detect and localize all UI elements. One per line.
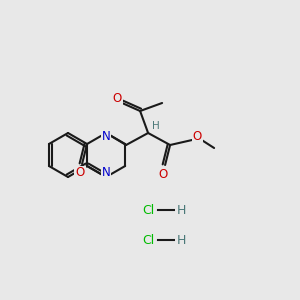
- Text: O: O: [75, 167, 85, 179]
- Text: H: H: [152, 121, 160, 131]
- Text: Cl: Cl: [142, 233, 154, 247]
- Text: Cl: Cl: [142, 203, 154, 217]
- Text: H: H: [176, 203, 186, 217]
- Text: O: O: [158, 167, 168, 181]
- Text: O: O: [112, 92, 122, 104]
- Text: N: N: [102, 167, 110, 179]
- Text: N: N: [102, 130, 110, 143]
- Text: O: O: [193, 130, 202, 143]
- Text: H: H: [176, 233, 186, 247]
